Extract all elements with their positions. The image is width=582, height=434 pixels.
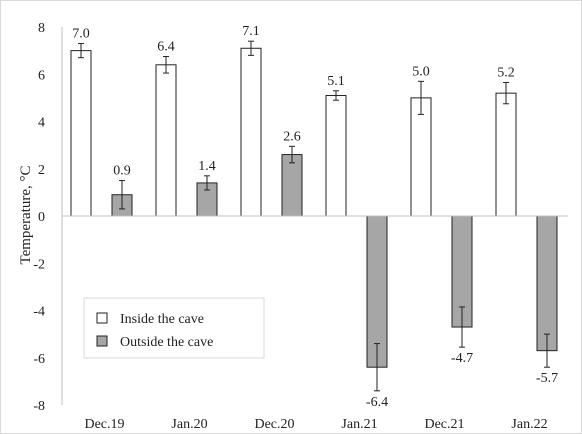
legend-box — [83, 297, 265, 359]
legend-swatch-outside — [96, 335, 108, 347]
legend-label-inside: Inside the cave — [120, 312, 204, 327]
x-tick-label: Jan.21 — [341, 417, 377, 432]
bar-inside — [495, 92, 517, 217]
y-tick-label: -6 — [33, 352, 45, 367]
y-tick-label: -4 — [33, 305, 45, 320]
bar-outside — [536, 215, 558, 352]
y-tick-label: 8 — [38, 21, 45, 36]
data-label: 1.4 — [198, 159, 216, 174]
bar-inside — [240, 47, 262, 217]
y-tick-label: 0 — [38, 210, 45, 225]
x-tick-label: Jan.22 — [511, 417, 547, 432]
x-tick-label: Dec.21 — [424, 417, 464, 432]
data-label: 5.2 — [497, 66, 515, 81]
data-label: -6.4 — [366, 395, 388, 410]
bar-outside — [281, 154, 303, 217]
bar-inside — [410, 97, 432, 217]
data-label: 7.0 — [72, 27, 90, 42]
y-tick-label: 2 — [38, 163, 45, 178]
data-label: 7.1 — [242, 24, 260, 39]
legend-swatch-inside — [96, 312, 108, 324]
y-tick-label: 4 — [38, 116, 45, 131]
y-tick-label: -2 — [33, 257, 45, 272]
legend-label-outside: Outside the cave — [120, 335, 213, 350]
data-label: -5.7 — [536, 371, 558, 386]
data-label: 2.6 — [283, 129, 301, 144]
data-label: -4.7 — [451, 351, 473, 366]
data-label: 6.4 — [157, 40, 175, 55]
x-tick-label: Dec.19 — [84, 417, 124, 432]
x-tick-label: Jan.20 — [171, 417, 207, 432]
bar-inside — [155, 64, 177, 217]
data-label: 5.0 — [412, 64, 430, 79]
category-labels: Dec.19 Jan.20 Dec.20 Jan.21 Dec.21 Jan.22 — [84, 417, 547, 432]
y-tick-label: 6 — [38, 68, 45, 83]
x-tick-label: Dec.20 — [254, 417, 294, 432]
data-label: 0.9 — [113, 164, 131, 179]
bar-inside — [325, 95, 347, 217]
y-axis-label: Temperature, °C — [18, 165, 34, 264]
bar-inside — [70, 50, 92, 217]
legend: Inside the cave Outside the cave — [83, 297, 265, 359]
y-axis-ticks: 8 6 4 2 0 -2 -4 -6 -8 — [33, 21, 45, 414]
y-tick-label: -8 — [33, 399, 45, 414]
data-label: 5.1 — [327, 74, 345, 89]
